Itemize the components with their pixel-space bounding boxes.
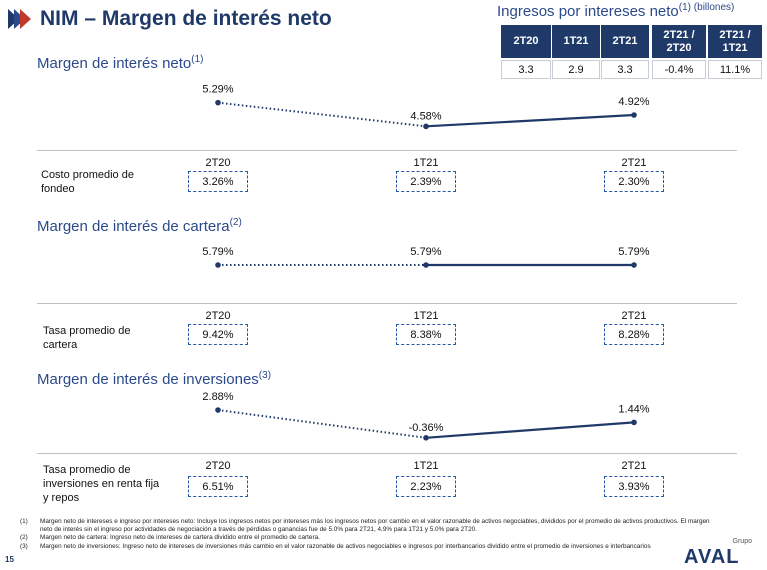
footnote: (3) Margen neto de inversiones: Ingreso n…: [20, 543, 710, 551]
sub-value-box: 2.30%: [604, 171, 664, 192]
sub-value-box: 2.39%: [396, 171, 456, 192]
logo-small-text: Grupo: [732, 538, 752, 545]
period-header: 1T21: [413, 157, 439, 169]
footnote: (1) Margen neto de intereses e ingreso po…: [20, 518, 710, 534]
ingresos-header-cell: 2T21 / 2T20: [652, 25, 706, 58]
series-line-dotted: [217, 409, 427, 439]
data-label: 5.79%: [618, 246, 649, 258]
divider: [37, 303, 737, 304]
footnote-number: (2): [20, 534, 28, 542]
data-point: [215, 407, 221, 413]
series-line-solid: [425, 113, 635, 128]
sub-row-label: Costo promedio de fondeo: [41, 169, 134, 195]
data-label: 2.88%: [202, 391, 233, 403]
series-line-dotted: [217, 101, 427, 128]
data-label: 5.29%: [202, 84, 233, 96]
footnote: (2) Margen neto de cartera: Ingreso neto …: [20, 534, 710, 542]
ingresos-value-cell: 3.3: [501, 60, 551, 79]
series-line-solid: [425, 421, 635, 439]
page-number: 15: [5, 555, 14, 564]
data-label: 5.79%: [202, 246, 233, 258]
sub-row-label: Tasa promedio de inversiones en renta fi…: [43, 464, 160, 504]
section-title-inversiones: Margen de interés de inversiones(3): [37, 370, 271, 388]
grupo-aval-logo: Grupo AVAL: [680, 538, 760, 568]
data-point: [423, 435, 429, 441]
period-header: 1T21: [413, 310, 439, 322]
period-header: 2T20: [205, 460, 231, 472]
period-header: 2T21: [621, 157, 647, 169]
section-title-cartera: Margen de interés de cartera(2): [37, 217, 242, 235]
footnote-number: (1): [20, 518, 28, 525]
data-point: [423, 123, 429, 130]
ingresos-header-cell: 2T21: [601, 25, 649, 58]
ingresos-title-sup: (1): [678, 2, 692, 13]
data-label: -0.36%: [409, 422, 444, 434]
page-title: NIM – Margen de interés neto: [40, 7, 332, 30]
footnote-number: (3): [20, 542, 28, 550]
data-label: 1.44%: [618, 403, 649, 415]
footnote-text: Margen neto de cartera: Ingreso neto de …: [40, 534, 320, 542]
sub-value-box: 6.51%: [188, 476, 248, 497]
section-title-sup: (3): [258, 370, 272, 381]
sub-value-box: 8.28%: [604, 324, 664, 345]
divider: [37, 453, 737, 454]
section-title-text: Margen de interés neto: [37, 55, 192, 72]
sub-value-box: 9.42%: [188, 324, 248, 345]
ingresos-value-cell: -0.4%: [652, 60, 706, 79]
data-label: 5.79%: [410, 246, 441, 258]
footnote-text: Margen neto de inversiones: Ingreso neto…: [40, 542, 651, 550]
data-point: [423, 262, 429, 268]
data-point: [631, 112, 637, 118]
section-title-text: Margen de interés de cartera: [37, 218, 230, 235]
section-title-nim: Margen de interés neto(1): [37, 54, 204, 72]
data-point: [631, 262, 637, 268]
section-title-sup: (1): [191, 54, 204, 65]
sub-row-label: Tasa promedio de cartera: [43, 325, 131, 351]
data-point: [631, 419, 637, 426]
data-label: 4.92%: [618, 96, 649, 108]
period-header: 2T20: [205, 310, 231, 322]
ingresos-table-title: Ingresos por intereses neto(1) (billones…: [497, 2, 734, 20]
footnote-text: Margen neto de intereses e ingreso por i…: [40, 518, 710, 534]
sub-value-box: 3.26%: [188, 171, 248, 192]
page-header: NIM – Margen de interés neto: [8, 5, 332, 33]
footnotes: (1) Margen neto de intereses e ingreso po…: [20, 518, 710, 551]
ingresos-header-cell: 1T21: [552, 25, 600, 58]
ingresos-title-text: Ingresos por intereses neto: [497, 3, 679, 20]
section-title-text: Margen de interés de inversiones: [37, 371, 259, 388]
ingresos-header-cell: 2T21 / 1T21: [708, 25, 762, 58]
ingresos-value-cell: 2.9: [552, 60, 600, 79]
sub-value-box: 8.38%: [396, 324, 456, 345]
period-header: 2T20: [205, 157, 231, 169]
period-header: 2T21: [621, 460, 647, 472]
ingresos-value-cell: 11.1%: [708, 60, 762, 79]
ingresos-value-cell: 3.3: [601, 60, 649, 79]
chevron-arrows-icon: [8, 9, 31, 29]
data-label: 4.58%: [410, 110, 441, 122]
logo-main-text: AVAL: [684, 546, 740, 568]
ingresos-title-unit: (billones): [693, 2, 735, 13]
divider: [37, 150, 737, 151]
period-header: 2T21: [621, 310, 647, 322]
period-header: 1T21: [413, 460, 439, 472]
data-point: [215, 262, 221, 268]
section-title-sup: (2): [229, 217, 242, 228]
sub-value-box: 3.93%: [604, 476, 664, 497]
sub-value-box: 2.23%: [396, 476, 456, 497]
ingresos-header-cell: 2T20: [501, 25, 551, 58]
data-point: [215, 99, 221, 106]
